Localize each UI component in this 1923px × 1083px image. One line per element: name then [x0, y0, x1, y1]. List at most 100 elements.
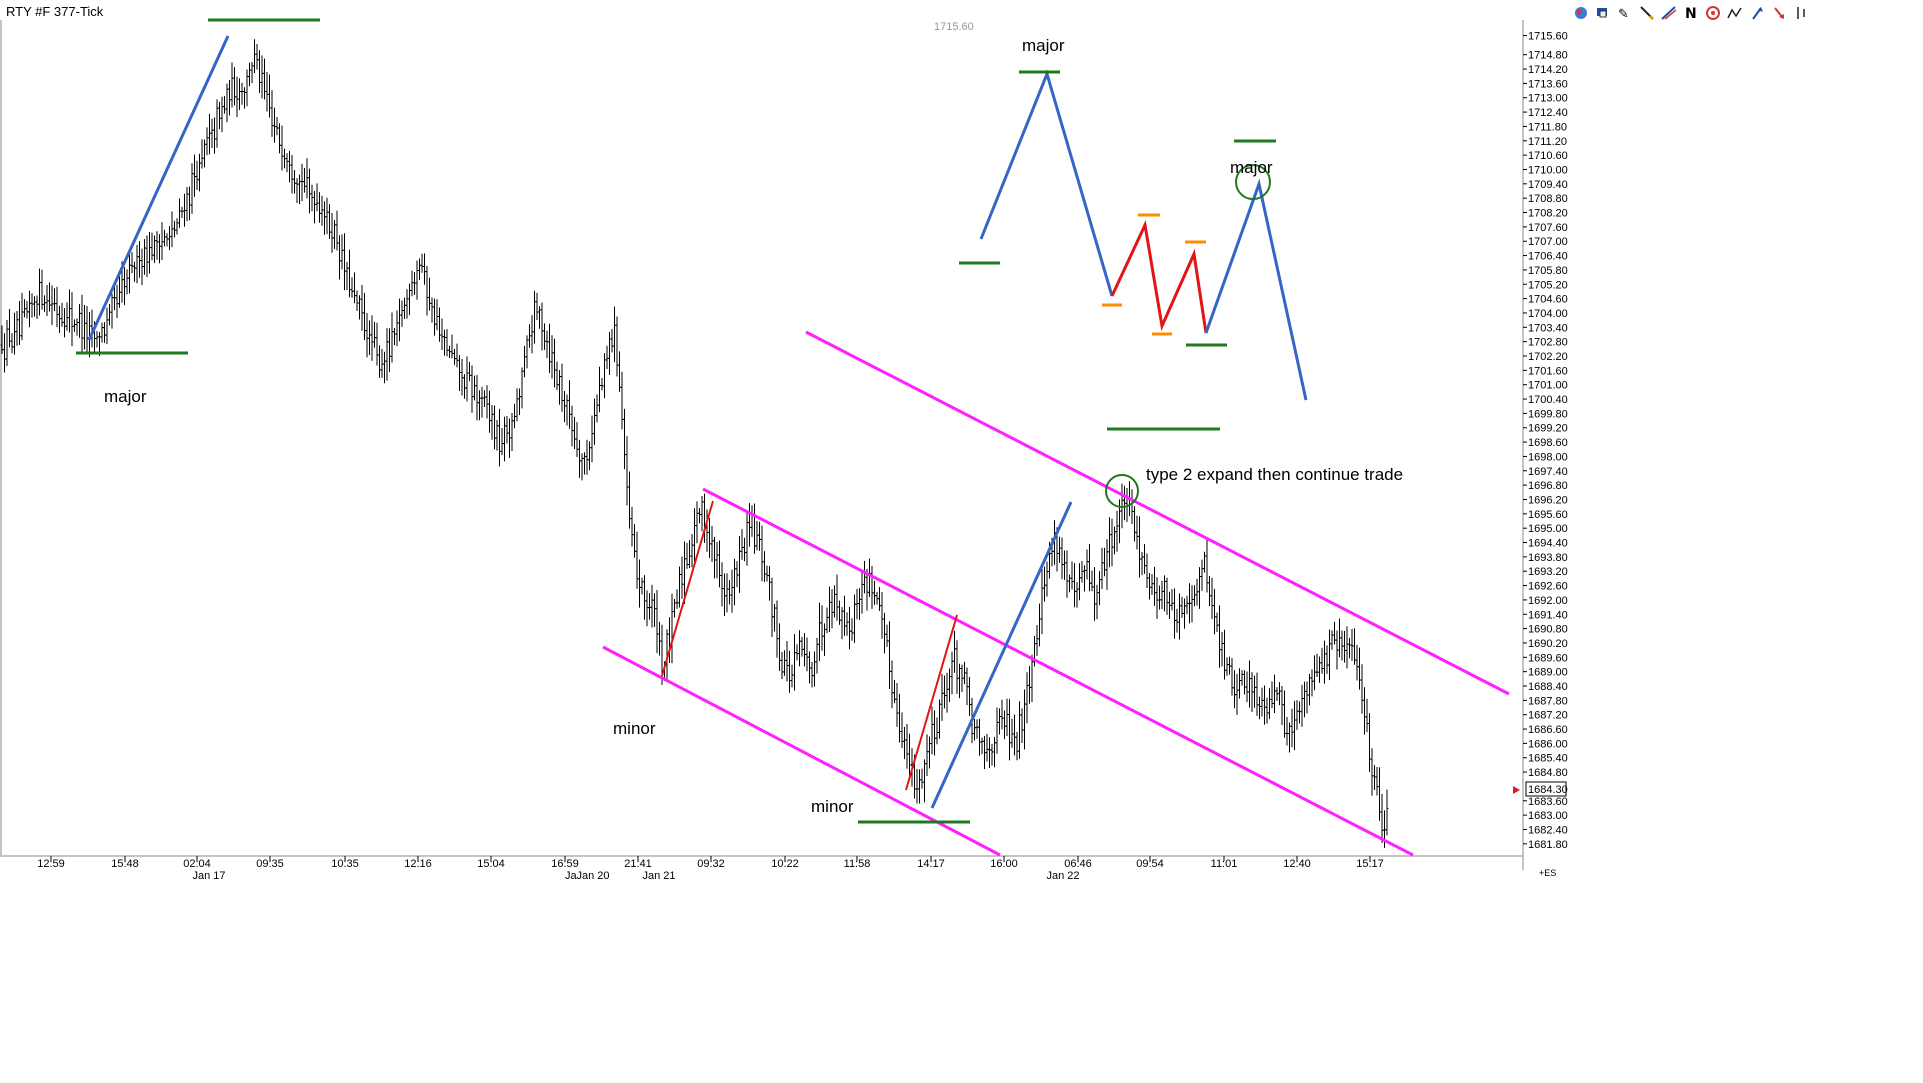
- price-bar: [263, 58, 266, 100]
- zigzag-icon[interactable]: [1726, 4, 1744, 22]
- price-bar: [590, 415, 594, 463]
- price-bar: [265, 71, 269, 112]
- price-bar: [355, 290, 359, 311]
- schematic-continuation-leg[interactable]: [1204, 178, 1308, 401]
- cursor-icon[interactable]: [1594, 4, 1612, 22]
- x-tick-label: 09:35: [256, 858, 284, 870]
- price-bar: [25, 301, 29, 319]
- price-bar: [1268, 688, 1271, 719]
- price-bar: [690, 534, 694, 568]
- price-bar: [915, 768, 919, 804]
- arrow-up-icon[interactable]: [1748, 4, 1766, 22]
- major-leg-up-line[interactable]: [87, 35, 230, 341]
- price-bar: [580, 453, 584, 481]
- price-bar: [173, 220, 176, 238]
- text-icon[interactable]: ✎: [1616, 4, 1634, 22]
- channel-lower-line[interactable]: [602, 645, 1001, 857]
- price-bar: [260, 55, 264, 99]
- price-bar: [980, 737, 984, 755]
- y-tick-label: 1703.40: [1528, 322, 1568, 334]
- y-tick-label: 1693.80: [1528, 552, 1568, 564]
- y-tick-label: 1684.80: [1528, 767, 1568, 779]
- price-bar: [423, 253, 426, 285]
- y-tick-label: 1712.40: [1528, 107, 1568, 119]
- ray-icon[interactable]: [1660, 4, 1678, 22]
- y-tick-label: 1713.60: [1528, 78, 1568, 90]
- price-bar: [235, 76, 239, 118]
- y-tick-label: 1696.20: [1528, 494, 1568, 506]
- price-bar: [723, 573, 726, 617]
- continuation-leg-line[interactable]: [930, 501, 1073, 809]
- price-bar: [1293, 700, 1296, 751]
- price-bar: [1253, 675, 1256, 708]
- corner-label: +ES: [1539, 868, 1556, 878]
- price-bar: [845, 612, 849, 636]
- price-bar: [1210, 577, 1214, 619]
- price-bar: [820, 605, 824, 651]
- price-bar: [1373, 765, 1376, 790]
- price-bar: [608, 331, 611, 375]
- minor-leg-up-line-2[interactable]: [905, 614, 958, 791]
- price-bar: [563, 390, 566, 423]
- channel-upper-line[interactable]: [805, 330, 1510, 696]
- price-bar: [630, 506, 634, 547]
- price-bar: [790, 664, 794, 688]
- price-bar: [1378, 767, 1381, 821]
- price-bar: [1308, 673, 1311, 706]
- price-bar: [488, 390, 491, 433]
- arrow-down-icon[interactable]: [1770, 4, 1788, 22]
- price-bar: [550, 335, 554, 379]
- price-bar: [368, 320, 371, 356]
- price-bar: [115, 284, 119, 319]
- schematic-major-leg[interactable]: [979, 69, 1114, 297]
- price-bar: [1068, 574, 1071, 593]
- price-bar: [1285, 717, 1289, 746]
- price-bar: [1070, 561, 1074, 590]
- price-bar: [578, 439, 581, 478]
- x-date-label: Jan 21: [642, 870, 675, 882]
- price-bar: [1040, 568, 1044, 635]
- price-bar: [1005, 698, 1009, 736]
- price-bar: [1100, 547, 1104, 590]
- annotation-major-top: major: [1022, 36, 1065, 55]
- price-bar: [1180, 596, 1184, 618]
- y-tick-label: 1694.40: [1528, 538, 1568, 550]
- circle-icon[interactable]: [1704, 4, 1722, 22]
- price-bar: [345, 261, 349, 291]
- n-icon[interactable]: N: [1682, 4, 1700, 22]
- x-date-label: Jan 22: [1046, 870, 1079, 882]
- price-bar: [688, 540, 691, 569]
- price-bar: [1205, 539, 1209, 593]
- price-bar: [1075, 582, 1079, 608]
- globe-icon[interactable]: [1572, 4, 1590, 22]
- price-bar: [658, 621, 661, 656]
- x-tick-label: 02:04: [183, 858, 211, 870]
- price-bar: [1218, 605, 1221, 668]
- price-bar: [733, 558, 736, 606]
- price-bar: [1233, 670, 1236, 709]
- price-bar: [1178, 593, 1181, 640]
- y-tick-label: 1699.20: [1528, 423, 1568, 435]
- price-bar: [175, 218, 179, 235]
- price-bar: [833, 585, 836, 618]
- price-bar: [903, 727, 906, 760]
- line-draw-icon[interactable]: [1638, 4, 1656, 22]
- minor-leg-up-line-1[interactable]: [661, 500, 714, 677]
- price-bar: [290, 154, 294, 194]
- y-tick-label: 1685.40: [1528, 753, 1568, 765]
- price-bar: [725, 573, 729, 613]
- channel-middle-line[interactable]: [702, 487, 1414, 857]
- price-bar: [1170, 589, 1174, 611]
- price-bar: [218, 101, 221, 130]
- x-tick-label: 14:17: [917, 858, 945, 870]
- schematic-minor-legs[interactable]: [1110, 219, 1208, 334]
- bar-style-icon[interactable]: [1792, 4, 1810, 22]
- type2-touch-circle[interactable]: [1105, 474, 1139, 508]
- y-tick-label: 1697.40: [1528, 466, 1568, 478]
- price-bar: [335, 210, 339, 251]
- price-bar: [430, 297, 434, 323]
- price-bar: [805, 637, 809, 672]
- price-bar: [1165, 577, 1169, 615]
- price-bar: [560, 363, 564, 412]
